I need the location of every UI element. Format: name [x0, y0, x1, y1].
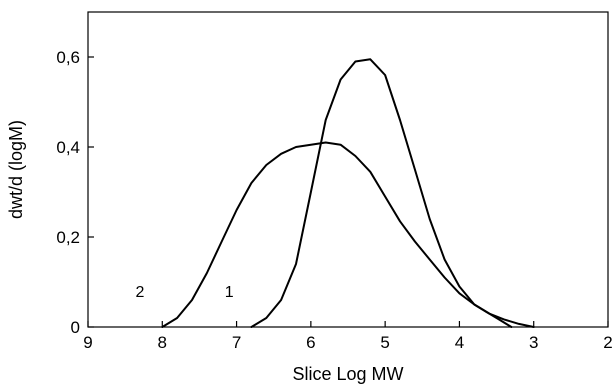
y-tick-label: 0,4	[56, 138, 80, 157]
series-line-1	[250, 58, 513, 328]
series-label-1: 1	[225, 284, 234, 301]
x-tick-label: 8	[158, 333, 167, 352]
y-tick-label: 0,2	[56, 228, 80, 247]
y-tick-label: 0	[71, 318, 80, 337]
x-tick-label: 2	[603, 333, 612, 352]
x-tick-label: 9	[83, 333, 92, 352]
x-tick-label: 4	[455, 333, 464, 352]
x-tick-label: 6	[306, 333, 315, 352]
x-tick-label: 7	[232, 333, 241, 352]
axes-layer: 9 8 7 6 5 4 3 2 0 0,2 0,4 0,6	[56, 11, 613, 352]
series-line-2	[161, 141, 535, 328]
series-label-2: 2	[136, 284, 145, 301]
x-axis-label: Slice Log MW	[292, 364, 403, 384]
plot-frame	[87, 11, 609, 328]
y-tick-label: 0,6	[56, 48, 80, 67]
y-axis-label: dwt/d (logM)	[6, 120, 26, 219]
series-layer	[161, 58, 535, 328]
x-tick-label: 3	[529, 333, 538, 352]
x-tick-label: 5	[380, 333, 389, 352]
